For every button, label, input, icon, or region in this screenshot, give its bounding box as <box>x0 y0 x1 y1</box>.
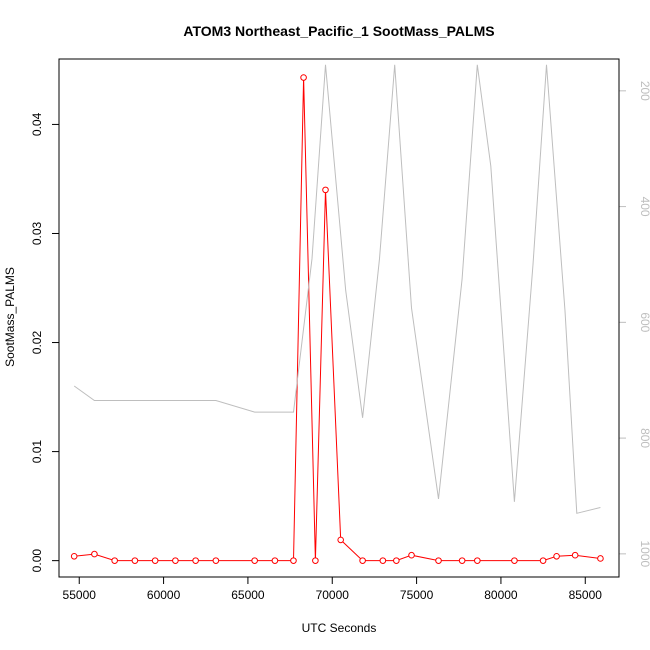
data-point <box>597 555 604 562</box>
data-point <box>251 557 258 564</box>
data-point <box>271 557 279 564</box>
y2-tick-label: 200 <box>638 81 650 101</box>
data-point <box>511 557 518 564</box>
plot-frame <box>58 58 620 578</box>
chart-marks: 55000 60000 65000 70000 75000 80000 85000 0.00 0… <box>30 64 650 602</box>
y-axis-label: SootMass_PALMS <box>3 267 17 367</box>
data-point <box>474 557 481 564</box>
x-tick-label: 80000 <box>484 588 518 602</box>
data-point <box>91 550 98 558</box>
x-tick-label: 55000 <box>63 588 97 602</box>
data-point <box>290 557 297 564</box>
data-point <box>312 557 319 564</box>
data-point <box>393 557 400 564</box>
data-point <box>131 557 139 564</box>
data-point <box>322 186 329 194</box>
data-point <box>458 557 466 564</box>
y2-tick-label: 1000 <box>638 540 650 567</box>
y-tick-label: 0.00 <box>30 549 44 573</box>
data-point <box>359 557 366 564</box>
data-point <box>571 551 579 559</box>
data-point <box>172 557 179 564</box>
x-tick-label: 70000 <box>316 588 350 602</box>
data-point <box>300 74 307 81</box>
y2-tick-label: 400 <box>638 197 650 217</box>
data-point <box>337 536 344 544</box>
primary-series-line <box>74 77 601 562</box>
data-point <box>553 552 560 560</box>
data-point <box>192 557 199 564</box>
x-tick-label: 85000 <box>569 588 603 602</box>
x-axis-label: UTC Seconds <box>302 621 377 635</box>
data-point <box>151 557 159 564</box>
x-tick-label: 65000 <box>231 588 265 602</box>
y2-tick-label: 800 <box>638 428 650 448</box>
y-tick-label: 0.02 <box>30 331 44 355</box>
data-point <box>539 557 547 564</box>
x-tick-label: 60000 <box>147 588 181 602</box>
y-tick-label: 0.03 <box>30 221 44 245</box>
x-tick-label: 75000 <box>400 588 434 602</box>
y2-tick-label: 600 <box>638 312 650 332</box>
data-point <box>212 557 220 564</box>
data-point <box>435 557 442 564</box>
secondary-series-line <box>73 64 601 514</box>
y-tick-label: 0.01 <box>30 440 44 464</box>
y-tick-label: 0.04 <box>30 112 44 136</box>
data-point <box>379 557 387 564</box>
data-point <box>111 557 118 564</box>
data-point <box>408 551 415 559</box>
data-point <box>70 552 78 560</box>
chart-title: ATOM3 Northeast_Pacific_1 SootMass_PALMS <box>183 23 494 39</box>
